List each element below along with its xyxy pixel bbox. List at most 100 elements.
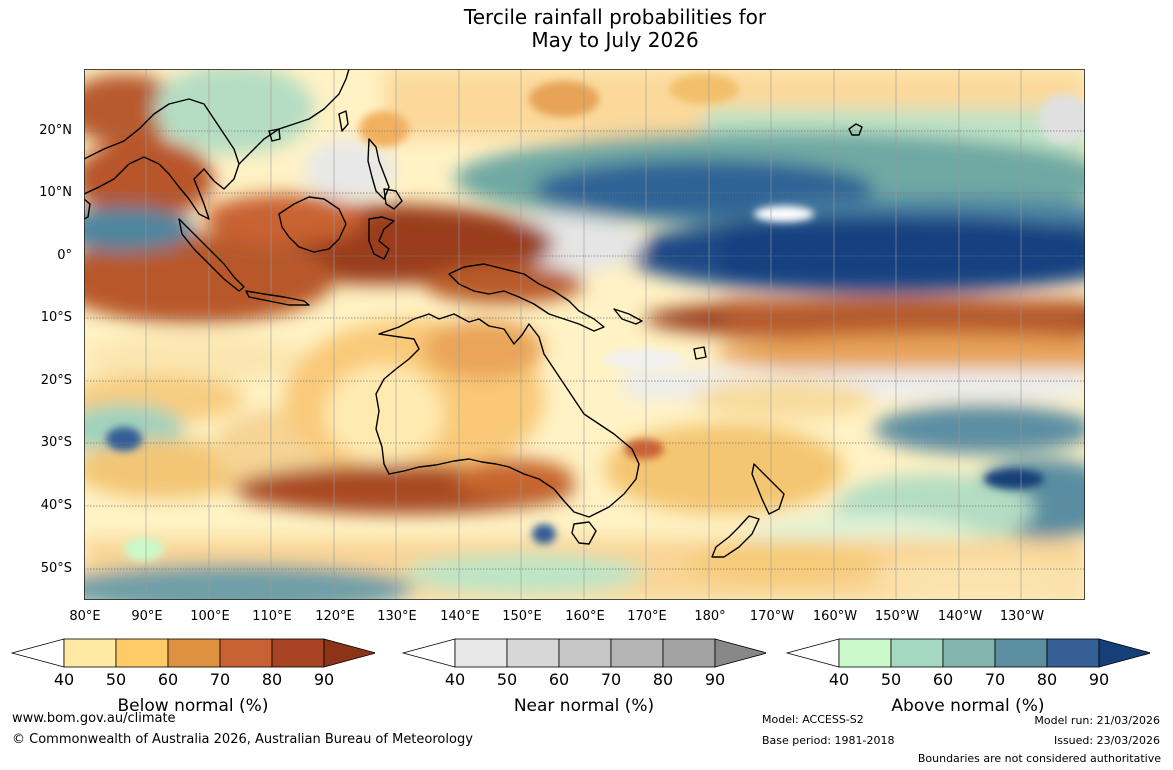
map-canvas [84,69,1085,600]
legend-above-normal: Above normal (%) 40 50 60 70 80 90 [786,637,1150,716]
colorbar-tick-label: 50 [880,670,902,689]
footer-issued: Issued: 23/03/2026 [1053,734,1160,747]
lon-label-90e: 90°E [131,609,163,624]
lat-label-30s: 30°S [40,435,72,450]
lat-label-20n: 20°N [39,123,72,138]
colorbar-tick-label: 70 [984,670,1006,689]
colorbar-segment [994,638,1048,668]
colorbar-tick-label: 50 [496,670,518,689]
java-coastline [245,290,310,306]
colorbar-segment [271,638,325,668]
colorbar-low-triangle [786,638,840,668]
lat-label-10n: 10°N [39,185,72,200]
lat-label-10s: 10°S [40,310,72,325]
new-zealand-north-coastline [751,463,785,515]
philippines-coastline [367,138,390,200]
lon-label-140e: 140°E [440,609,480,624]
sri-lanka-coastline [84,198,91,220]
taiwan-coastline [338,110,349,132]
colorbar-tick-label: 80 [1036,670,1058,689]
colorbar-tick-label: 60 [932,670,954,689]
lon-label-180: 180° [694,609,726,624]
colorbar-segment [558,638,612,668]
colorbar-tick-label: 40 [53,670,75,689]
footer-url: www.bom.gov.au/climate [12,711,176,726]
lon-label-120e: 120°E [315,609,355,624]
colorbar-tick-label: 90 [1088,670,1110,689]
colorbar-segment [838,638,892,668]
colorbar-segment [890,638,944,668]
hawaii-coastline [848,123,863,136]
legend-below-normal-title: Below normal (%) [117,696,269,716]
colorbar-tick-label: 60 [548,670,570,689]
colorbar-low-triangle [11,638,65,668]
colorbar-segment [115,638,169,668]
lon-label-170e: 170°E [627,609,667,624]
lon-label-170w: 170°W [749,609,795,624]
footer-base-period: Base period: 1981-2018 [762,734,895,747]
colorbar-below-normal [11,638,375,668]
colorbar-high-arrow [1098,638,1150,668]
colorbar-segment [1046,638,1100,668]
chart-title-line1: Tercile rainfall probabilities for [463,5,767,29]
borneo-coastline [278,196,347,253]
colorbar-high-arrow [323,638,375,668]
colorbar-tick-label: 90 [313,670,335,689]
lon-label-130e: 130°E [377,609,417,624]
colorbar-tick-label: 80 [261,670,283,689]
probability-detail [106,74,1085,561]
sulawesi-coastline [368,216,395,260]
footer-model-run: Model run: 21/03/2026 [1034,714,1160,727]
colorbar-tick-label: 80 [652,670,674,689]
legend-near-normal-title: Near normal (%) [513,696,655,716]
colorbar-segment [219,638,273,668]
lat-label-equator: 0° [57,248,72,263]
fiji-coastline [693,346,707,360]
china-coastline [238,69,350,165]
probability-field [84,69,1085,600]
colorbar-tick-label: 50 [105,670,127,689]
footer-copyright: © Commonwealth of Australia 2026, Austra… [12,732,473,747]
colorbar-segment [662,638,716,668]
legend-above-normal-title: Above normal (%) [891,696,1045,716]
footer-disclaimer: Boundaries are not considered authoritat… [917,752,1161,765]
colorbar-near-normal [402,638,766,668]
se-asia-coastline [84,98,240,220]
new-zealand-south-coastline [711,515,760,558]
lon-label-150e: 150°E [502,609,542,624]
solomon-islands-coastline [613,308,643,325]
map-frame [84,69,1085,600]
colorbar-segment [942,638,996,668]
colorbar-segment [454,638,508,668]
coastlines [84,69,863,558]
colorbar-segment [167,638,221,668]
colorbar-segment [63,638,117,668]
legend-near-normal: Near normal (%) 40 50 60 70 80 90 [402,637,766,716]
tasmania-coastline [571,521,597,545]
legend-below-normal: Below normal (%) 40 50 60 70 80 90 [11,637,375,716]
footer-model: Model: ACCESS-S2 [762,713,864,726]
colorbar-segment [506,638,560,668]
colorbar-tick-label: 70 [209,670,231,689]
colorbar-tick-label: 40 [828,670,850,689]
rainfall-map [84,69,1085,600]
colorbar-tick-label: 60 [157,670,179,689]
lat-label-20s: 20°S [40,373,72,388]
colorbar-high-arrow [714,638,766,668]
new-guinea-coastline [448,263,605,332]
colorbar-segment [610,638,664,668]
chart-title-line2: May to July 2026 [531,28,699,52]
lon-label-100e: 100°E [190,609,230,624]
lat-label-40s: 40°S [40,498,72,513]
graticule [84,130,1085,570]
lon-label-150w: 150°W [874,609,920,624]
australia-coastline [375,313,640,518]
lat-label-50s: 50°S [40,561,72,576]
lon-label-160e: 160°E [565,609,605,624]
colorbar-tick-label: 40 [444,670,466,689]
lon-label-140w: 140°W [937,609,983,624]
colorbar-tick-label: 70 [600,670,622,689]
lon-label-110e: 110°E [252,609,292,624]
colorbar-tick-label: 90 [704,670,726,689]
colorbar-above-normal [786,638,1150,668]
